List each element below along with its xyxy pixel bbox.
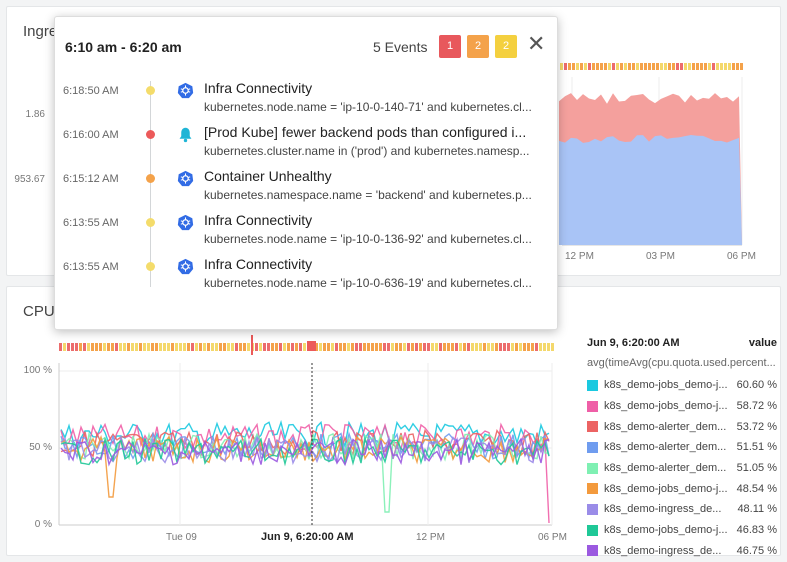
event-time: 6:13:55 AM xyxy=(63,261,119,273)
severity-dot xyxy=(146,174,155,183)
event-query: kubernetes.node.name = 'ip-10-0-140-71' … xyxy=(204,100,532,114)
warning-badge[interactable]: 2 xyxy=(467,35,489,58)
legend-item-name: k8s_demo-ingress_de... xyxy=(604,544,722,557)
x-tick: 06 PM xyxy=(727,251,756,262)
legend-swatch xyxy=(587,400,598,412)
info-badge[interactable]: 2 xyxy=(495,35,517,58)
legend-item-value: 48.11 % xyxy=(737,503,777,516)
legend-swatch xyxy=(587,421,598,433)
legend-item[interactable]: k8s_demo-alerter_dem... 51.51 % xyxy=(587,437,777,458)
severity-dot xyxy=(146,218,155,227)
legend-item-value: 48.54 % xyxy=(736,482,777,495)
event-time: 6:13:55 AM xyxy=(63,217,119,229)
kubernetes-icon xyxy=(177,214,194,231)
popup-time-range: 6:10 am - 6:20 am xyxy=(65,39,182,55)
bell-icon xyxy=(177,126,194,143)
y-tick: 0 % xyxy=(34,519,52,530)
legend-swatch xyxy=(587,379,598,391)
event-time: 6:18:50 AM xyxy=(63,85,119,97)
legend-item-value: 46.75 % xyxy=(736,544,777,557)
line-chart[interactable] xyxy=(7,287,582,557)
legend-header: Jun 9, 6:20:00 AM value xyxy=(587,337,777,349)
event-count: 5 Events xyxy=(373,39,428,55)
legend-item-name: k8s_demo-jobs_demo-j... xyxy=(604,482,728,495)
legend-item[interactable]: k8s_demo-jobs_demo-j... 60.60 % xyxy=(587,375,777,396)
legend-time: Jun 9, 6:20:00 AM xyxy=(587,337,680,349)
y-tick: 1.86 xyxy=(25,109,45,120)
legend-swatch xyxy=(587,524,598,536)
x-tick: 03 PM xyxy=(646,251,675,262)
event-query: kubernetes.namespace.name = 'backend' an… xyxy=(204,188,532,202)
event-time: 6:16:00 AM xyxy=(63,129,119,141)
legend-item-value: 51.05 % xyxy=(736,462,777,475)
legend-swatch xyxy=(587,503,598,515)
close-icon[interactable]: ✕ xyxy=(527,31,546,56)
legend-item[interactable]: k8s_demo-jobs_demo-j... 58.72 % xyxy=(587,396,777,417)
legend-item-value: 53.72 % xyxy=(736,420,777,433)
x-tick: Tue 09 xyxy=(166,532,197,543)
legend-query: avg(timeAvg(cpu.quota.used.percent... xyxy=(587,357,776,369)
legend-item-name: k8s_demo-jobs_demo-j... xyxy=(604,379,728,392)
event-item[interactable]: 6:18:50 AM Infra Connectivity kubernetes… xyxy=(55,79,559,123)
severity-dot xyxy=(146,262,155,271)
event-title[interactable]: Container Unhealthy xyxy=(204,168,332,184)
y-tick: 50 % xyxy=(29,442,52,453)
x-tick: 06 PM xyxy=(538,532,567,543)
event-query: kubernetes.node.name = 'ip-10-0-136-92' … xyxy=(204,232,532,246)
legend-item[interactable]: k8s_demo-alerter_dem... 51.05 % xyxy=(587,458,777,479)
x-tick: 12 PM xyxy=(416,532,445,543)
event-item[interactable]: 6:13:55 AM Infra Connectivity kubernetes… xyxy=(55,255,559,299)
kubernetes-icon xyxy=(177,258,194,275)
legend-item-value: 60.60 % xyxy=(736,379,777,392)
event-item[interactable]: 6:15:12 AM Container Unhealthy kubernete… xyxy=(55,167,559,211)
legend-item[interactable]: k8s_demo-ingress_de... 46.75 % xyxy=(587,541,777,562)
event-query: kubernetes.cluster.name in ('prod') and … xyxy=(204,144,530,158)
timeline-line xyxy=(150,81,151,287)
legend-item[interactable]: k8s_demo-ingress_de... 48.11 % xyxy=(587,499,777,520)
severity-dot xyxy=(146,86,155,95)
x-tick-crosshair: Jun 9, 6:20:00 AM xyxy=(261,531,354,543)
legend-item-name: k8s_demo-jobs_demo-j... xyxy=(604,524,728,537)
legend-item[interactable]: k8s_demo-alerter_dem... 53.72 % xyxy=(587,416,777,437)
event-title[interactable]: Infra Connectivity xyxy=(204,80,313,96)
event-item[interactable]: 6:13:55 AM Infra Connectivity kubernetes… xyxy=(55,211,559,255)
event-time: 6:15:12 AM xyxy=(63,173,119,185)
legend-item-name: k8s_demo-alerter_dem... xyxy=(604,462,727,475)
panel-title: CPU xyxy=(23,303,55,320)
legend-item-name: k8s_demo-ingress_de... xyxy=(604,503,722,516)
critical-badge[interactable]: 1 xyxy=(439,35,461,58)
event-title[interactable]: Infra Connectivity xyxy=(204,212,313,228)
panel-title: Ingre xyxy=(23,23,58,40)
kubernetes-icon xyxy=(177,170,194,187)
legend-item-value: 46.83 % xyxy=(736,524,777,537)
y-tick: 100 % xyxy=(23,365,52,376)
y-tick: 953.67 xyxy=(14,174,45,185)
legend-value-header: value xyxy=(748,337,777,349)
legend-item-name: k8s_demo-alerter_dem... xyxy=(604,420,727,433)
x-tick: 12 PM xyxy=(565,251,594,262)
event-item[interactable]: 6:16:00 AM [Prod Kube] fewer backend pod… xyxy=(55,123,559,167)
legend-swatch xyxy=(587,483,598,495)
event-title[interactable]: Infra Connectivity xyxy=(204,256,313,272)
legend-item[interactable]: k8s_demo-jobs_demo-j... 48.54 % xyxy=(587,478,777,499)
legend-item[interactable]: k8s_demo-jobs_demo-j... 46.83 % xyxy=(587,520,777,541)
events-popup: 6:10 am - 6:20 am 5 Events 1 2 2 ✕ 6:18:… xyxy=(54,16,558,330)
legend-swatch xyxy=(587,441,598,453)
legend-item-value: 58.72 % xyxy=(736,400,777,413)
cpu-panel: CPU 100 % 50 % 0 % Tue 09 Jun 9, 6:20:00… xyxy=(6,286,781,557)
legend-item-value: 51.51 % xyxy=(736,441,777,454)
kubernetes-icon xyxy=(177,82,194,99)
legend-item-name: k8s_demo-jobs_demo-j... xyxy=(604,400,728,413)
event-title[interactable]: [Prod Kube] fewer backend pods than conf… xyxy=(204,124,527,140)
legend-item-name: k8s_demo-alerter_dem... xyxy=(604,441,727,454)
severity-dot xyxy=(146,130,155,139)
event-query: kubernetes.node.name = 'ip-10-0-636-19' … xyxy=(204,276,532,290)
legend-swatch xyxy=(587,545,598,557)
legend-swatch xyxy=(587,462,598,474)
legend: Jun 9, 6:20:00 AM value avg(timeAvg(cpu.… xyxy=(587,337,777,561)
area-chart xyxy=(559,63,743,246)
